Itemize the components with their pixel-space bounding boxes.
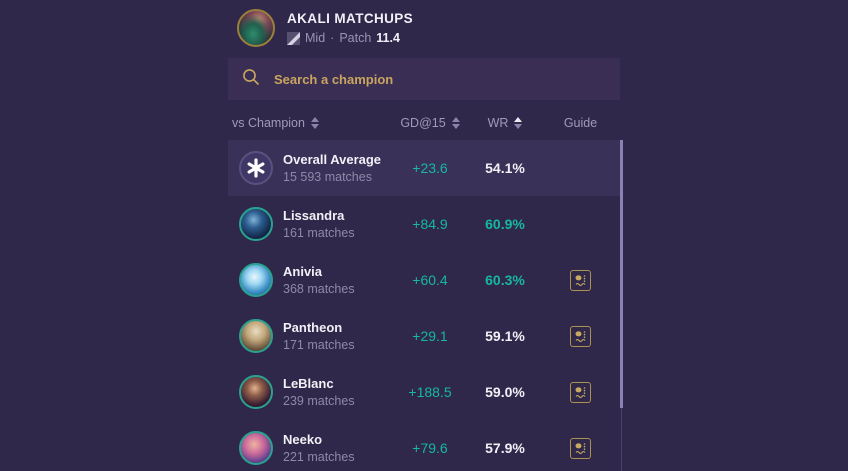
mid-lane-icon <box>287 31 300 45</box>
guide-cell <box>541 269 620 291</box>
champion-cell: Anivia 368 matches <box>283 264 391 296</box>
champion-name: Anivia <box>283 264 323 279</box>
column-label: Guide <box>563 116 598 130</box>
anivia-portrait-icon <box>238 263 273 297</box>
match-count: 161 matches <box>283 226 355 240</box>
guide-button[interactable] <box>570 325 591 347</box>
patch-version: 11.4 <box>376 31 400 45</box>
champion-name: Neeko <box>283 432 323 447</box>
champion-cell: Overall Average 15 593 matches <box>283 152 391 184</box>
page-header: AKALI MATCHUPS Mid · Patch 11.4 <box>237 9 413 47</box>
matchup-row-anivia[interactable]: Anivia 368 matches +60.4 60.3% <box>228 252 620 308</box>
gd15-value: +84.9 <box>412 216 448 232</box>
champion-name: Overall Average <box>283 152 382 167</box>
column-header-wr[interactable]: WR <box>469 116 541 130</box>
wr-value: 60.9% <box>485 216 525 232</box>
portrait-cell <box>228 375 283 409</box>
portrait-cell <box>228 319 283 353</box>
portrait-cell <box>228 207 283 241</box>
guide-cell <box>541 214 620 235</box>
matchup-row-pantheon[interactable]: Pantheon 171 matches +29.1 59.1% <box>228 308 620 364</box>
matchup-row-lissandra[interactable]: Lissandra 161 matches +84.9 60.9% <box>228 196 620 252</box>
guide-cell <box>541 325 620 347</box>
scrollbar-thumb[interactable] <box>620 140 623 408</box>
champion-cell: LeBlanc 239 matches <box>283 376 391 408</box>
column-label: WR <box>487 116 509 130</box>
wr-value: 59.1% <box>485 328 525 344</box>
matchup-row-neeko[interactable]: Neeko 221 matches +79.6 57.9% <box>228 420 620 471</box>
matchup-list: Overall Average 15 593 matches +23.6 54.… <box>228 140 620 471</box>
search-icon <box>242 68 260 91</box>
champion-cell: Pantheon 171 matches <box>283 320 391 352</box>
wr-value: 57.9% <box>485 440 525 456</box>
gd15-value: +23.6 <box>412 160 448 176</box>
gd15-value: +60.4 <box>412 272 448 288</box>
guide-cell <box>541 158 620 179</box>
champion-cell: Lissandra 161 matches <box>283 208 391 240</box>
champion-cell: Neeko 221 matches <box>283 432 391 464</box>
match-count: 171 matches <box>283 338 355 352</box>
portrait-cell <box>228 151 283 185</box>
column-header-vs-champion[interactable]: vs Champion <box>228 116 391 130</box>
wr-value: 54.1% <box>485 160 525 176</box>
gd15-value: +79.6 <box>412 440 448 456</box>
sort-icon <box>310 117 319 129</box>
scrollbar[interactable] <box>620 140 623 471</box>
akali-portrait-icon <box>237 9 275 47</box>
matchup-row-leblanc[interactable]: LeBlanc 239 matches +188.5 59.0% <box>228 364 620 420</box>
table-header: vs Champion GD@15 WR Guide <box>228 108 620 138</box>
match-count: 221 matches <box>283 450 355 464</box>
column-label: vs Champion <box>232 116 305 130</box>
champion-name: LeBlanc <box>283 376 334 391</box>
search-input[interactable] <box>274 71 606 87</box>
guide-button[interactable] <box>570 269 591 291</box>
lane-label: Mid <box>305 31 326 45</box>
sort-icon <box>514 117 523 129</box>
neeko-portrait-icon <box>238 431 273 465</box>
champion-name: Lissandra <box>283 208 345 223</box>
subtitle-separator: · <box>330 31 335 45</box>
header-text: AKALI MATCHUPS Mid · Patch 11.4 <box>287 11 413 45</box>
champion-search-bar[interactable] <box>228 58 620 100</box>
guide-cell <box>541 381 620 403</box>
column-header-guide: Guide <box>541 116 620 130</box>
column-header-gd15[interactable]: GD@15 <box>391 116 469 130</box>
pantheon-portrait-icon <box>238 319 273 353</box>
matchup-row-overall-average[interactable]: Overall Average 15 593 matches +23.6 54.… <box>228 140 620 196</box>
wr-value: 60.3% <box>485 272 525 288</box>
guide-button[interactable] <box>570 381 591 403</box>
portrait-cell <box>228 263 283 297</box>
sort-icon <box>451 117 460 129</box>
gd15-value: +188.5 <box>408 384 452 400</box>
wr-value: 59.0% <box>485 384 525 400</box>
overall-average-icon <box>238 151 273 185</box>
champion-name: Pantheon <box>283 320 343 335</box>
lissandra-portrait-icon <box>238 207 273 241</box>
patch-label: Patch <box>339 31 372 45</box>
column-label: GD@15 <box>400 116 446 130</box>
gd15-value: +29.1 <box>412 328 448 344</box>
asterisk-icon <box>246 158 264 178</box>
match-count: 15 593 matches <box>283 170 372 184</box>
match-count: 239 matches <box>283 394 355 408</box>
portrait-cell <box>228 431 283 465</box>
page-subtitle: Mid · Patch 11.4 <box>287 31 413 45</box>
match-count: 368 matches <box>283 282 355 296</box>
guide-button[interactable] <box>570 437 591 459</box>
leblanc-portrait-icon <box>238 375 273 409</box>
page-title: AKALI MATCHUPS <box>287 11 414 26</box>
guide-cell <box>541 437 620 459</box>
